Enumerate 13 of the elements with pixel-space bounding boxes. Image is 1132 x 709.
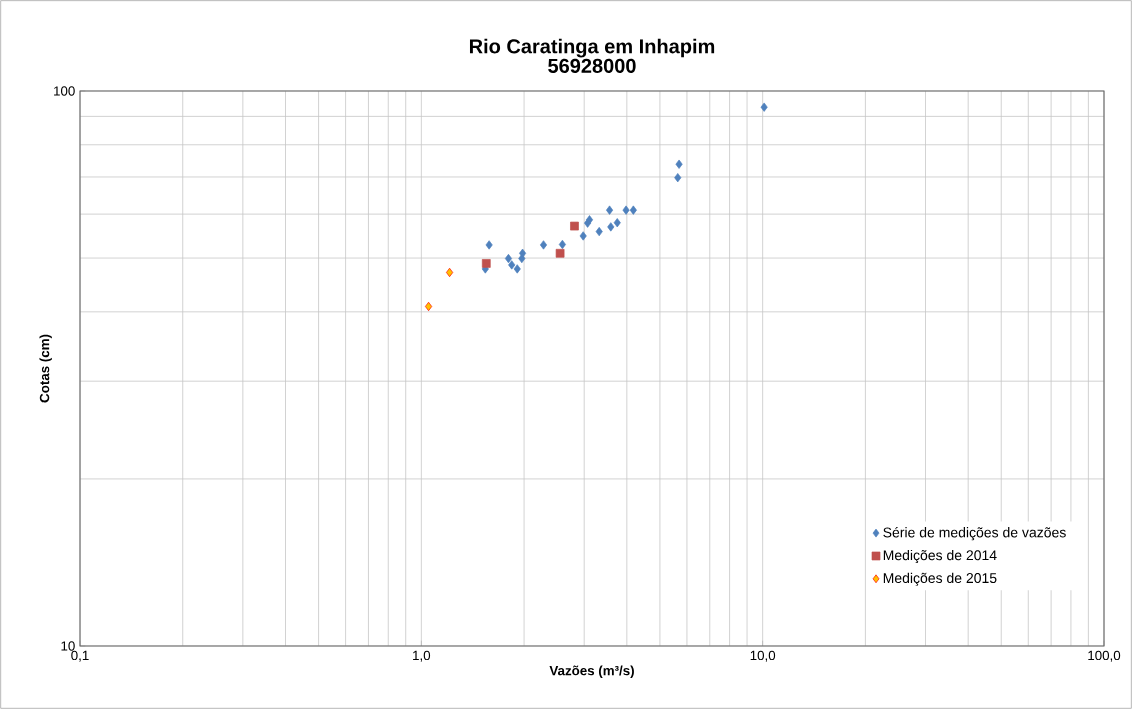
y-tick-label: 10	[61, 641, 75, 651]
x-tick-label: 0,1	[71, 650, 89, 662]
legend-label: Medições de 2015	[883, 572, 997, 586]
legend-label: Série de medições de vazões	[883, 526, 1066, 541]
x-tick-label: 10,0	[750, 650, 776, 662]
legend-label: Medições de 2014	[883, 549, 997, 564]
chart-title: Rio Caratinga em Inhapim	[469, 38, 715, 58]
chart-subtitle: 56928000	[548, 58, 636, 73]
x-tick-label: 100,0	[1088, 650, 1121, 662]
y-axis-title: Cotas (cm)	[39, 334, 52, 403]
x-axis-title: Vazões (m³/s)	[549, 665, 634, 678]
x-tick-label: 1,0	[413, 650, 431, 662]
y-tick-label: 100	[54, 86, 75, 96]
